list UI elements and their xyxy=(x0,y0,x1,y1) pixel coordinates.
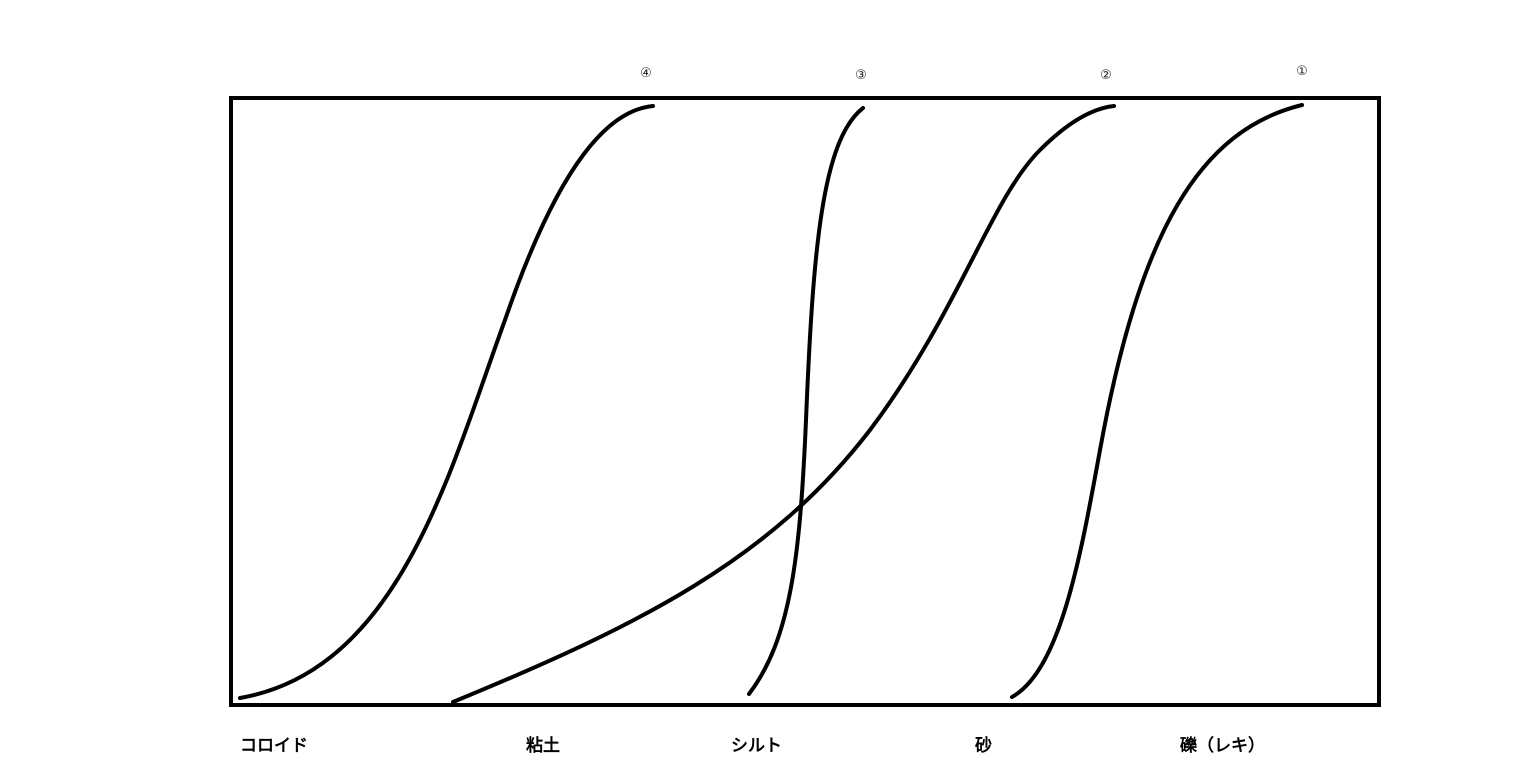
plot-frame xyxy=(229,96,1381,707)
curve-label-1: ① xyxy=(1296,64,1308,79)
category-clay: 粘土 xyxy=(526,736,560,756)
curve-1 xyxy=(1010,103,1304,699)
curve-3 xyxy=(747,106,865,696)
curve-2 xyxy=(451,104,1116,704)
curve-4 xyxy=(238,104,655,700)
curve-label-2: ② xyxy=(1100,68,1112,83)
category-sand: 砂 xyxy=(975,736,992,756)
category-gravel: 礫（レキ） xyxy=(1180,736,1265,756)
curve-label-3: ③ xyxy=(855,68,867,83)
curve-label-4: ④ xyxy=(640,66,652,81)
category-colloid: コロイド xyxy=(240,736,308,756)
category-silt: シルト xyxy=(731,736,782,756)
